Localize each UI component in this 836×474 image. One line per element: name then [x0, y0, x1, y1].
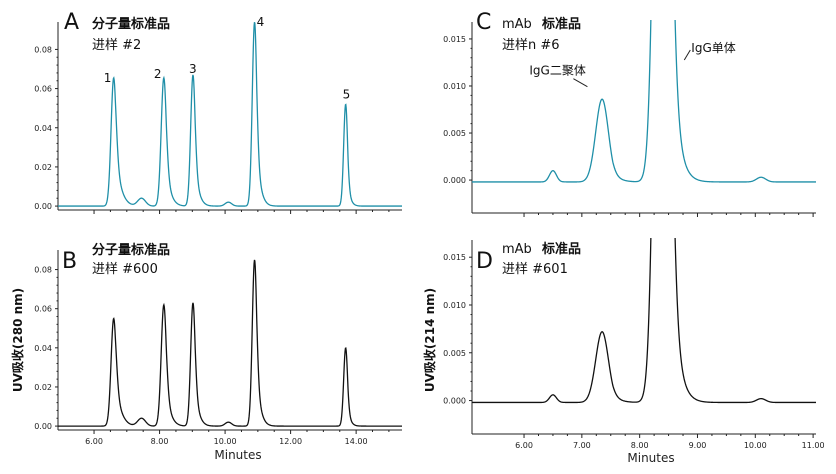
panel-c-title-prefix: mAb — [502, 17, 532, 32]
y-tick-label: 0.005 — [443, 349, 466, 358]
panel-d-title: 标准品 — [541, 241, 581, 257]
x-tick-label: 10.00 — [214, 437, 237, 446]
panel-d-subtitle: 进样 #601 — [502, 262, 568, 277]
x-tick-label: 10.00 — [744, 441, 767, 450]
x-tick-label: 12.00 — [279, 437, 302, 446]
y-tick-label: 0.005 — [443, 129, 466, 138]
panel-a-letter: A — [64, 10, 79, 35]
panel-d: 0.000 0.005 0.010 0.015 6.00 7.00 8.00 9.00 10.0… — [443, 238, 825, 450]
panel-d-letter: D — [476, 249, 493, 274]
panel-c: 0.000 0.005 0.010 0.015 IgG二聚体 IgG单体 — [443, 20, 816, 217]
ylabel-left: UV吸收(280 nm) — [10, 288, 25, 392]
y-tick-label: 0.000 — [443, 397, 466, 406]
panel-b-xlabel: Minutes — [214, 448, 261, 462]
y-tick-label: 0.02 — [34, 163, 52, 172]
panel-d-title-prefix: mAb — [502, 242, 532, 257]
peak-label: 5 — [343, 87, 351, 101]
peak-label: 4 — [257, 15, 265, 29]
annotation-label: IgG二聚体 — [529, 64, 585, 78]
panel-c-title: 标准品 — [541, 16, 581, 32]
panel-a-subtitle: 进样 #2 — [92, 38, 141, 53]
y-tick-label: 0.00 — [34, 422, 52, 431]
x-tick-label: 7.00 — [573, 441, 591, 450]
chromatogram-trace — [58, 259, 402, 427]
y-tick-label: 0.06 — [34, 305, 52, 314]
x-tick-label: 14.00 — [345, 437, 368, 446]
panel-c-subtitle: 进样n #6 — [502, 38, 560, 53]
peak-label: 3 — [189, 62, 197, 76]
peak-label: 1 — [104, 71, 112, 85]
chromatogram-trace — [472, 238, 816, 404]
annotation-leader — [683, 49, 691, 61]
y-tick-label: 0.010 — [443, 301, 466, 310]
x-tick-label: 8.00 — [631, 441, 649, 450]
x-tick-label: 9.00 — [689, 441, 707, 450]
chromatogram-trace — [472, 20, 816, 183]
x-tick-label: 11.00 — [802, 441, 825, 450]
panel-b: 0.00 0.02 0.04 0.06 0.08 6.00 8.00 10.00 12.00 14… — [34, 250, 402, 446]
y-tick-label: 0.000 — [443, 176, 466, 185]
x-tick-label: 6.00 — [515, 441, 533, 450]
y-tick-label: 0.015 — [443, 253, 466, 262]
plot-layer: 0.000.020.040.060.081 2 3450.000.020.040.0… — [34, 15, 825, 450]
panel-b-letter: B — [62, 249, 77, 274]
panel-a: 0.00 0.02 0.04 0.06 0.08 1 2 3 4 5 — [34, 15, 402, 214]
panel-b-subtitle: 进样 #600 — [92, 262, 158, 277]
x-tick-label: 6.00 — [85, 437, 103, 446]
x-tick-label: 8.00 — [151, 437, 169, 446]
y-tick-label: 0.02 — [34, 383, 52, 392]
annotation-leader — [573, 78, 588, 88]
y-tick-label: 0.06 — [34, 85, 52, 94]
peak-label: 2 — [154, 67, 162, 81]
y-tick-label: 0.08 — [34, 266, 52, 275]
y-tick-label: 0.04 — [34, 344, 52, 353]
chromatogram-trace — [58, 21, 402, 207]
panel-b-title: 分子量标准品 — [92, 242, 170, 258]
panel-c-letter: C — [476, 10, 491, 35]
y-tick-label: 0.015 — [443, 35, 466, 44]
y-tick-label: 0.00 — [34, 202, 52, 211]
y-tick-label: 0.010 — [443, 82, 466, 91]
panel-d-xlabel: Minutes — [627, 451, 674, 465]
y-tick-label: 0.04 — [34, 124, 52, 133]
y-tick-label: 0.08 — [34, 45, 52, 54]
ylabel-right: UV吸收(214 nm) — [422, 288, 437, 392]
annotation-label: IgG单体 — [691, 41, 735, 55]
panel-a-title: 分子量标准品 — [92, 16, 170, 32]
